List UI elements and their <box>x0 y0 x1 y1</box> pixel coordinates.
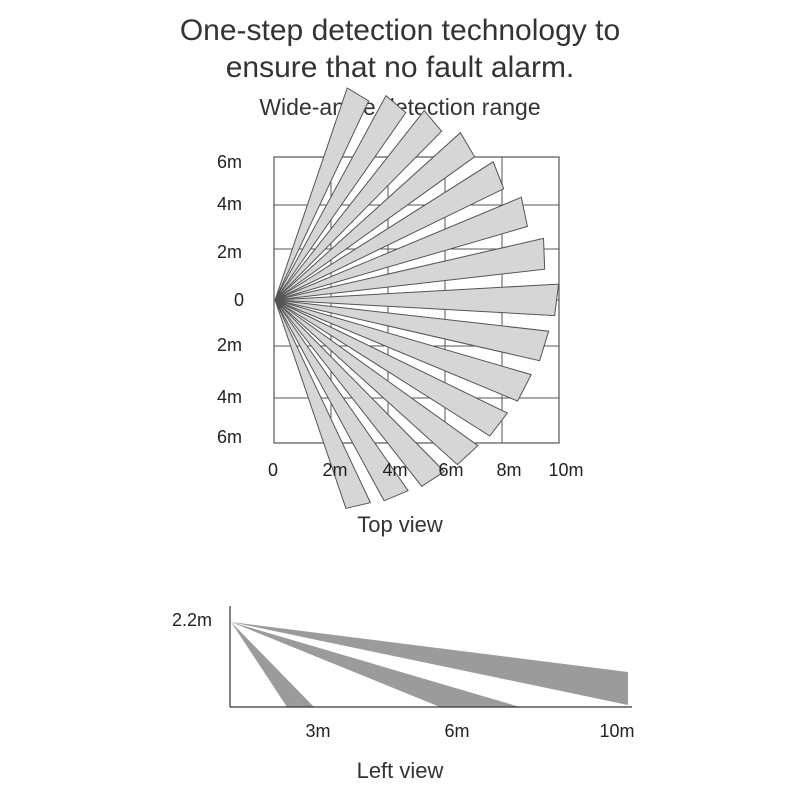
detection-beam <box>274 283 560 317</box>
y-label-4m-upper: 4m <box>217 194 242 214</box>
left-view-x-label-6m: 6m <box>444 721 469 741</box>
detection-beam <box>274 161 505 301</box>
y-label-0: 0 <box>234 290 244 310</box>
left-view-height-label: 2.2m <box>172 610 212 630</box>
left-view-beams <box>231 622 628 707</box>
detection-beam <box>274 237 546 301</box>
left-view-x-label-3m: 3m <box>305 721 330 741</box>
x-label-0: 0 <box>268 460 278 480</box>
detection-beam <box>274 299 372 509</box>
left-view-diagram: 2.2m 3m 6m 10m <box>172 606 635 741</box>
detection-beam <box>274 299 409 502</box>
detection-beam <box>274 196 528 301</box>
detection-beam <box>274 109 443 301</box>
x-label-10m: 10m <box>548 460 583 480</box>
x-label-4m: 4m <box>382 460 407 480</box>
top-view-caption: Top view <box>357 512 443 537</box>
x-label-2m: 2m <box>322 460 347 480</box>
headline-line-2: ensure that no fault alarm. <box>225 51 575 84</box>
side-detection-beam <box>231 622 520 707</box>
detection-beam <box>274 131 476 301</box>
top-view-x-labels: 0 2m 4m 6m 8m 10m <box>268 460 584 480</box>
y-label-4m-lower: 4m <box>217 387 242 407</box>
detection-beam <box>274 87 370 301</box>
left-view-x-label-10m: 10m <box>599 721 634 741</box>
y-label-6m-upper: 6m <box>217 152 242 172</box>
top-view-beams <box>274 87 560 509</box>
top-view-diagram: 6m 4m 2m 0 2m 4m 6m 0 2m 4m 6m 8m 10m <box>217 87 584 509</box>
detection-beam <box>274 299 479 466</box>
y-label-2m-lower: 2m <box>217 335 242 355</box>
detection-beam <box>274 299 532 402</box>
detection-beam <box>274 299 550 362</box>
side-detection-beam <box>231 622 314 707</box>
left-view-caption: Left view <box>356 758 444 783</box>
top-view-y-labels: 6m 4m 2m 0 2m 4m 6m <box>217 152 244 447</box>
y-label-6m-lower: 6m <box>217 427 242 447</box>
headline-line-1: One-step detection technology to <box>179 14 621 47</box>
side-detection-beam <box>231 622 628 705</box>
y-label-2m-upper: 2m <box>217 242 242 262</box>
detection-beam <box>274 299 509 437</box>
x-label-6m: 6m <box>438 460 463 480</box>
detection-beam <box>274 94 407 301</box>
detection-beam <box>274 299 446 487</box>
x-label-8m: 8m <box>496 460 521 480</box>
